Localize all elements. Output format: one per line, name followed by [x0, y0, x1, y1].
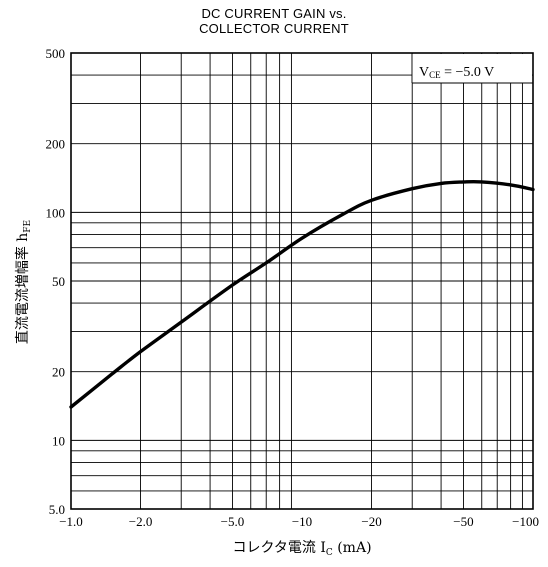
x-tick-label: −5.0 — [221, 514, 245, 529]
y-tick-label: 100 — [46, 205, 66, 220]
annotation-text: VCE = −5.0 V — [419, 65, 494, 80]
chart-title-line-1: DC CURRENT GAIN vs. — [201, 6, 347, 21]
plot-frame — [70, 52, 534, 510]
chart-title-line-2: COLLECTOR CURRENT — [199, 21, 349, 36]
y-tick-label: 200 — [46, 137, 66, 152]
x-tick-label: −1.0 — [59, 514, 83, 529]
annotation-box — [412, 54, 532, 83]
x-tick-label: −100 — [512, 514, 539, 529]
series-line-hfe — [69, 179, 535, 409]
y-tick-label: 10 — [52, 433, 65, 448]
x-tick-label: −20 — [361, 514, 381, 529]
x-tick-label: −50 — [453, 514, 473, 529]
x-axis-label: コレクタ電流 IC (mA) — [232, 540, 371, 558]
y-tick-label: 5.0 — [49, 502, 65, 517]
y-tick-label: 50 — [52, 274, 65, 289]
y-tick-label: 20 — [52, 365, 65, 380]
x-tick-label: −10 — [292, 514, 312, 529]
x-tick-label: −2.0 — [129, 514, 153, 529]
y-axis-label: 直流電流増幅率 hFE — [14, 220, 33, 344]
y-tick-label: 500 — [46, 46, 66, 61]
